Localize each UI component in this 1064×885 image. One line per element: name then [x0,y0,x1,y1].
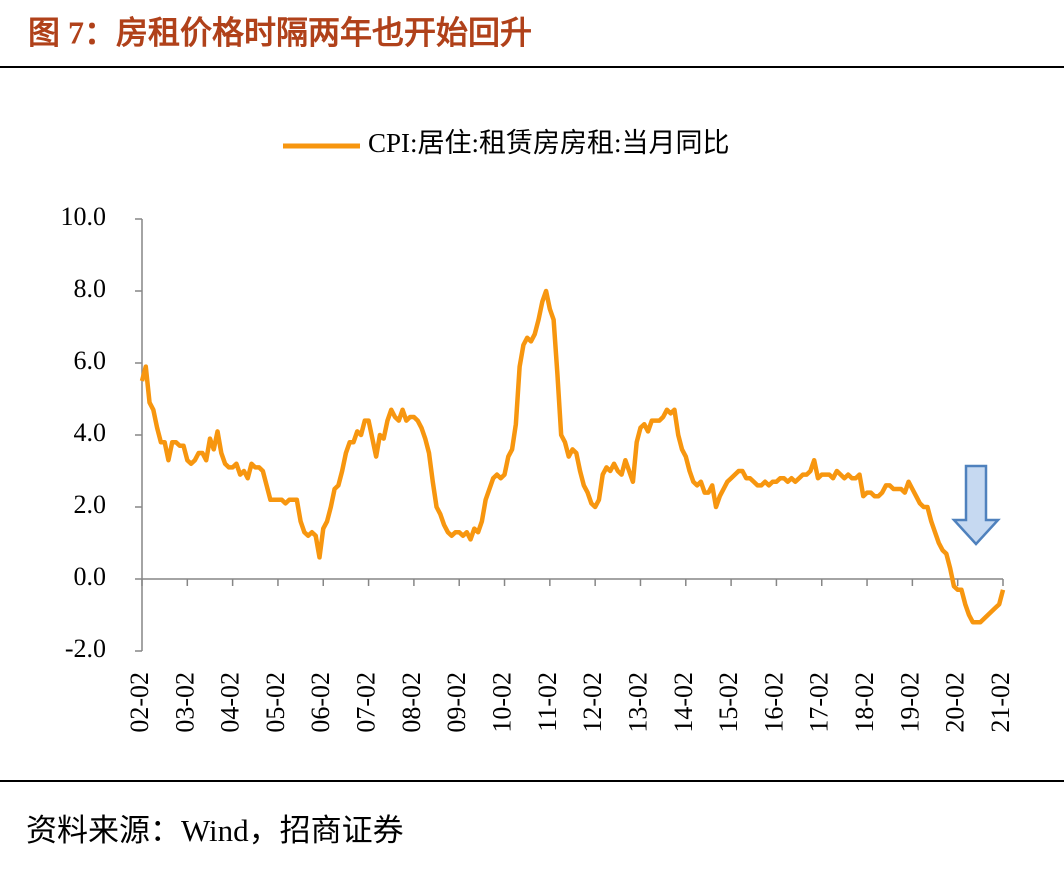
y-tick-label: 6.0 [74,346,107,375]
x-tick-label: 11-02 [533,672,562,732]
y-tick-label: -2.0 [65,634,106,663]
y-tick-label: 2.0 [74,490,107,519]
y-tick-label: 4.0 [74,418,107,447]
down-arrow [951,464,1001,546]
y-tick-label: 10.0 [61,202,107,231]
x-tick-label: 08-02 [397,672,426,733]
line-series [139,288,1006,625]
x-tick-label: 21-02 [986,672,1015,733]
x-tick-label: 02-02 [125,672,154,733]
y-tick-label: 0.0 [74,562,107,591]
x-tick-label: 15-02 [714,672,743,733]
x-tick-label: 10-02 [487,672,516,733]
x-tick-label: 07-02 [352,672,381,733]
x-tick-label: 18-02 [850,672,879,733]
x-tick-label: 03-02 [170,672,199,733]
x-tick-label: 13-02 [623,672,652,733]
x-tick-label: 14-02 [669,672,698,733]
legend-label: CPI:居住:租赁房房租:当月同比 [368,128,730,158]
x-tick-label: 20-02 [941,672,970,733]
x-tick-label: 06-02 [306,672,335,733]
y-tick-label: 8.0 [74,274,107,303]
x-tick-label: 19-02 [895,672,924,733]
x-tick-label: 05-02 [261,672,290,733]
chart-title: 图 7：房租价格时隔两年也开始回升 [28,14,532,50]
x-tick-label: 12-02 [578,672,607,733]
x-tick-label: 16-02 [759,672,788,733]
x-tick-label: 17-02 [805,672,834,733]
source-note: 资料来源：Wind，招商证券 [26,813,404,848]
x-tick-label: 04-02 [216,672,245,733]
x-tick-label: 09-02 [442,672,471,733]
